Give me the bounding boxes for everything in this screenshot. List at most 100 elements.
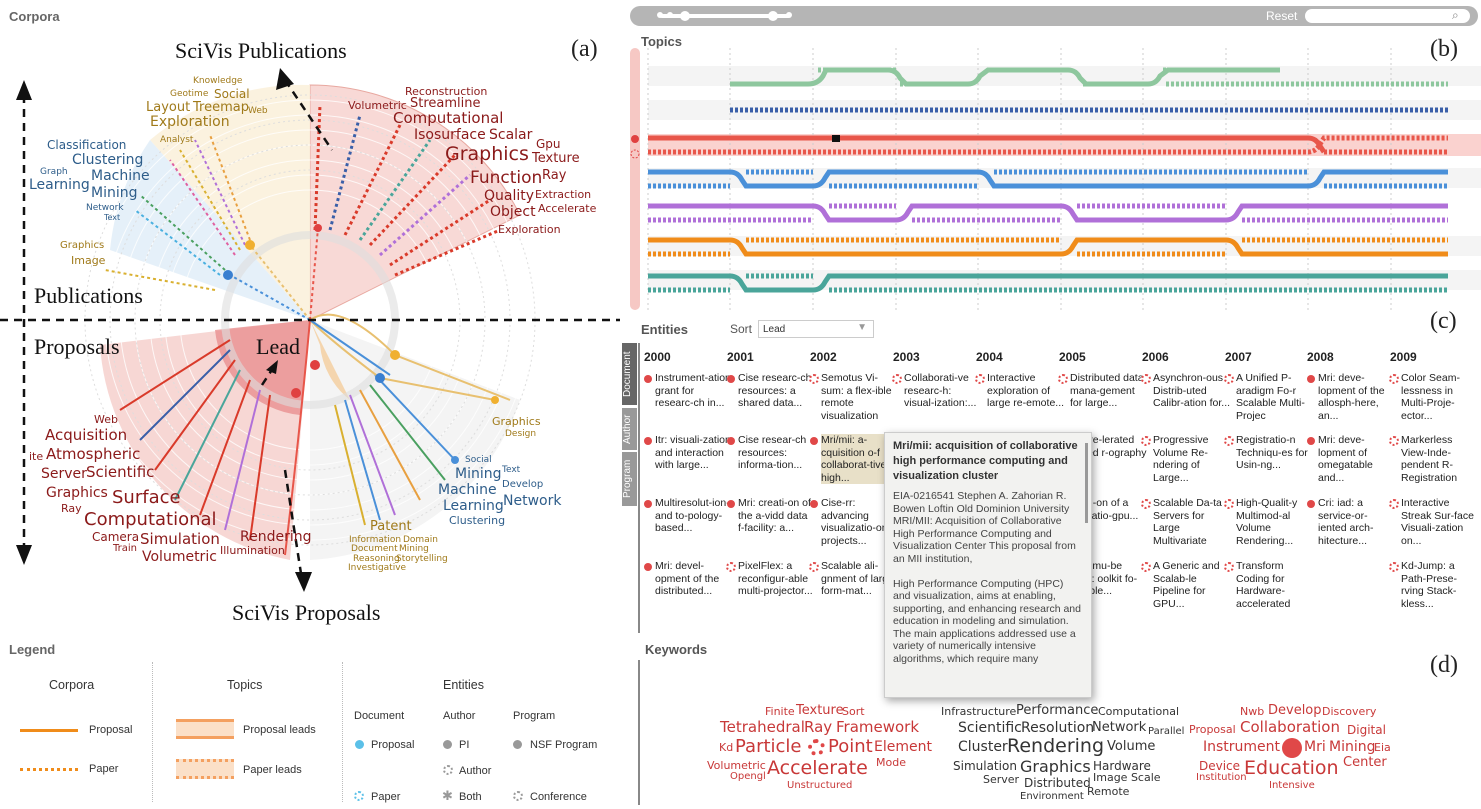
entity-item[interactable]: Scalable Da-ta Servers for Large Multiva… [1141,497,1231,547]
word-function[interactable]: Function [470,168,543,188]
kw-center[interactable]: Center [1343,755,1387,770]
kw-image-scale[interactable]: Image Scale [1093,771,1161,784]
kw-resolution[interactable]: Resolution [1021,720,1095,736]
entity-item[interactable]: Collaborati-ve researc-h: visual-ization… [892,372,982,410]
word-clustering[interactable]: Clustering [72,152,144,168]
word-web-top[interactable]: Web [248,106,268,116]
kw-collaboration[interactable]: Collaboration [1240,718,1340,736]
kw-nwb[interactable]: Nwb [1240,705,1265,718]
word-text[interactable]: Text [104,213,121,222]
tab-program[interactable]: Program [622,452,637,506]
tooltip-scrollbar[interactable] [1085,443,1088,523]
word-learning[interactable]: Learning [29,177,90,193]
word-accelerate[interactable]: Accelerate [538,202,597,215]
kw-unstructured[interactable]: Unstructured [787,780,853,791]
entity-item[interactable]: Cise researc-ch resources: a shared data… [727,372,816,410]
entity-item[interactable]: Kd-Jump: a Path-Prese-rving Stack-kless.… [1389,560,1479,610]
kw-computational[interactable]: Computational [1098,705,1180,718]
kw-accelerate[interactable]: Accelerate [767,757,868,779]
word-computational[interactable]: Computational [393,109,504,127]
entity-item[interactable]: Asynchron-ous Distrib-uted Calibr-ation … [1141,372,1231,410]
kw-sort[interactable]: Sort [842,705,865,718]
kw-eia[interactable]: Eia [1374,741,1391,754]
kw-volume[interactable]: Volume [1107,739,1156,754]
entity-item[interactable]: Interactive Streak Sur-face Visuali-zati… [1389,497,1479,547]
slider-left-handle[interactable] [680,11,690,21]
word-reasoning[interactable]: Reasoning [353,554,400,564]
kw-digital[interactable]: Digital [1347,723,1386,737]
kw-intensive[interactable]: Intensive [1269,780,1315,791]
search-input[interactable] [1305,9,1470,23]
entity-item[interactable]: Mri: deve-lopment of omegatable and... [1307,434,1396,484]
word-network[interactable]: Network [86,203,124,213]
word-machine[interactable]: Machine [91,168,150,184]
entity-item[interactable]: Multiresolut-ion- and to-pology-based... [644,497,733,535]
word-scientific[interactable]: Scientific [86,463,155,481]
word-text-right[interactable]: Text [502,465,521,475]
entity-item[interactable]: Instrument-ation grant for researc-ch in… [644,372,733,410]
entity-item[interactable]: Markerless View-Inde-pendent R-Registrat… [1389,434,1479,484]
entity-item[interactable]: High-Qualit-y Multimod-al Volume Renderi… [1224,497,1314,547]
word-streamline[interactable]: Streamline [410,96,481,111]
word-social[interactable]: Social [214,87,250,101]
kw-ray[interactable]: Ray [804,718,833,736]
entity-item[interactable]: Semotus Vi-sum: a flex-ible remote visua… [809,372,899,422]
word-simulation[interactable]: Simulation [140,530,220,548]
kw-education[interactable]: Education [1244,757,1339,779]
word-social-right[interactable]: Social [465,455,492,465]
kw-instrument[interactable]: Instrument [1203,739,1281,755]
entity-item[interactable]: A Generic and Scalab-le Pipeline for GPU… [1141,560,1231,610]
word-mining-gold[interactable]: Mining [399,544,429,554]
word-machine-right[interactable]: Machine [438,482,497,498]
word-geotime[interactable]: Geotime [170,89,209,99]
entity-item[interactable]: Itr: visuali-zation and interaction with… [644,434,733,472]
word-server[interactable]: Server [41,466,87,482]
entity-item[interactable]: Cise-rr: advancing visualizatio-on proje… [810,497,899,547]
word-rendering[interactable]: Rendering [240,529,312,545]
kw-proposal[interactable]: Proposal [1189,723,1236,736]
word-isosurface[interactable]: Isosurface [414,127,486,143]
entity-item[interactable]: A Unified P-aradigm Fo-r Scalable Multi-… [1224,372,1314,422]
word-treemap[interactable]: Treemap [193,100,249,115]
word-camera[interactable]: Camera [92,530,140,544]
kw-develop[interactable]: Develop [1268,703,1322,718]
word-mining[interactable]: Mining [91,185,138,201]
kw-remote[interactable]: Remote [1087,785,1130,798]
word-exploration-gold[interactable]: Exploration [150,114,230,130]
entity-item[interactable]: Transform Coding for Hardware-accelerate… [1224,560,1314,610]
word-ray-bottom[interactable]: Ray [61,502,82,515]
kw-mining[interactable]: Mining [1329,739,1376,755]
word-graphics-right[interactable]: Graphics [492,415,541,428]
kw-texture[interactable]: Texture [796,703,844,718]
kw-simulation[interactable]: Simulation [953,759,1017,773]
word-graphics-gold[interactable]: Graphics [60,240,105,251]
kw-hardware[interactable]: Hardware [1093,759,1151,773]
word-classification[interactable]: Classification [47,138,127,152]
word-graph[interactable]: Graph [40,167,68,177]
word-surface[interactable]: Surface [112,487,181,508]
entity-item[interactable]: Mri: devel-opment of the distributed... [644,560,733,598]
word-object[interactable]: Object [490,204,536,220]
kw-device[interactable]: Device [1199,759,1241,773]
word-analyst[interactable]: Analyst [160,135,194,145]
kw-framework[interactable]: Framework [836,718,920,736]
word-quality[interactable]: Quality [484,188,535,204]
entity-item[interactable]: Color Seam-lessness in Multi-Proje-ector… [1389,372,1479,422]
kw-distributed[interactable]: Distributed [1024,776,1091,790]
word-image[interactable]: Image [71,254,106,267]
word-graphics[interactable]: Graphics [445,143,529,165]
entity-tooltip[interactable]: Mri/mii: acquisition of collaborative hi… [884,432,1092,698]
word-patent[interactable]: Patent [370,519,412,534]
word-texture[interactable]: Texture [532,151,580,166]
tab-document[interactable]: Document [622,343,637,405]
word-storytelling[interactable]: Storytelling [396,554,448,564]
word-graphics-bottom[interactable]: Graphics [46,485,108,501]
kw-performance[interactable]: Performance [1016,703,1099,718]
kw-scientific[interactable]: Scientific [958,720,1022,736]
word-computational-bottom[interactable]: Computational [84,509,217,530]
word-ite[interactable]: ite [29,450,44,463]
entity-item[interactable]: Cri: iad: a service-or-iented arch-hitec… [1307,497,1396,547]
kw-mri[interactable]: Mri [1304,739,1326,755]
word-web-bottom[interactable]: Web [94,413,118,426]
corpora-radial-chart[interactable] [0,0,620,640]
